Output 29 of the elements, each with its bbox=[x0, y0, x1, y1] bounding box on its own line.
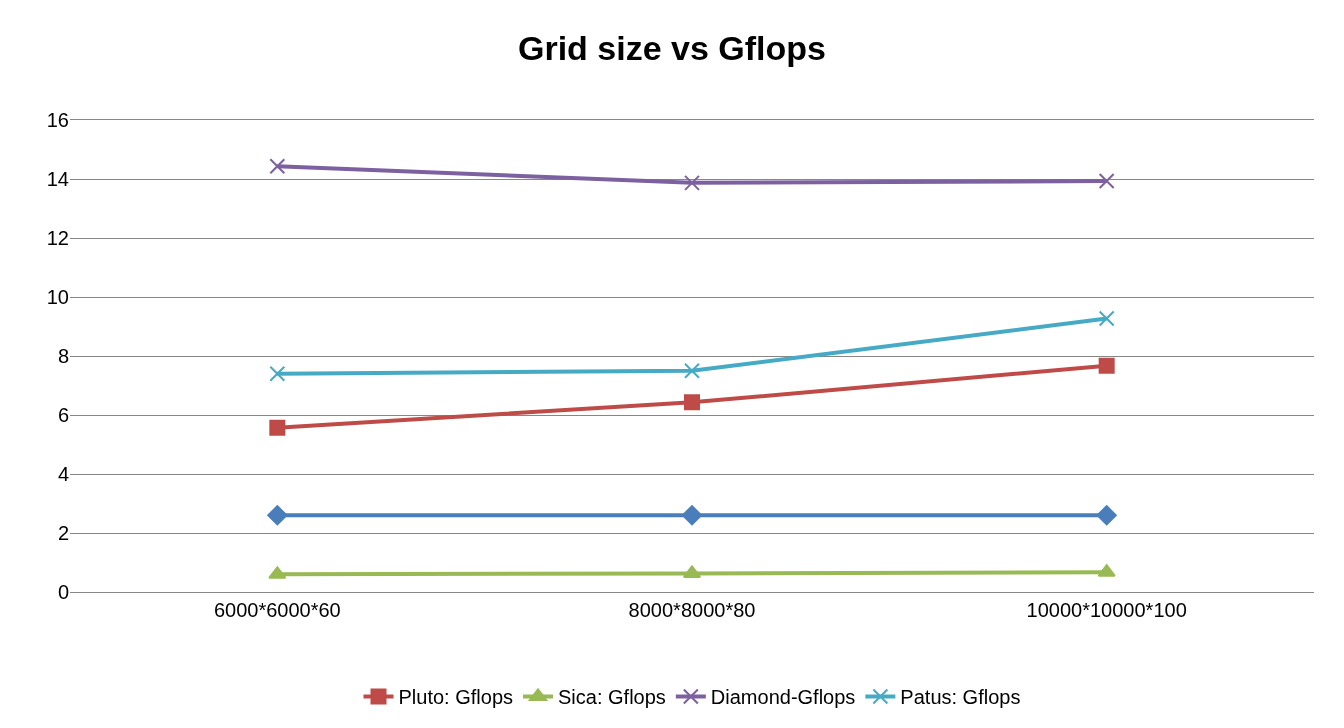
chart-title: Grid size vs Gflops bbox=[518, 29, 826, 68]
legend-label: Patus: Gflops bbox=[900, 686, 1021, 709]
y-tick-label: 2 bbox=[57, 522, 69, 544]
y-tick-label: 0 bbox=[57, 581, 69, 603]
point bbox=[267, 505, 288, 526]
x-tick-label: 10000*10000*100 bbox=[1026, 599, 1187, 621]
y-tick-label: 12 bbox=[46, 227, 69, 249]
legend-label: Sica: Gflops bbox=[558, 686, 666, 709]
y-tick-label: 4 bbox=[57, 463, 69, 485]
point bbox=[684, 174, 700, 191]
x-tick-label: 6000*6000*60 bbox=[213, 599, 341, 621]
x-tick-label: 8000*8000*80 bbox=[628, 599, 756, 621]
point bbox=[269, 158, 286, 175]
legend-label: Diamond-Gflops bbox=[710, 686, 856, 709]
point bbox=[1098, 173, 1115, 190]
y-tick-label: 16 bbox=[46, 109, 69, 131]
point bbox=[1096, 505, 1117, 526]
legend-label: Pluto: Gflops bbox=[398, 686, 514, 709]
y-tick-label: 8 bbox=[57, 345, 69, 367]
point bbox=[1098, 310, 1115, 327]
point bbox=[681, 505, 703, 526]
point bbox=[684, 362, 700, 379]
point bbox=[684, 394, 700, 411]
point bbox=[269, 419, 286, 436]
y-tick-label: 10 bbox=[46, 286, 69, 308]
y-tick-label: 6 bbox=[57, 404, 69, 426]
point bbox=[1098, 357, 1115, 374]
point bbox=[269, 365, 286, 382]
y-tick-label: 14 bbox=[46, 168, 69, 190]
